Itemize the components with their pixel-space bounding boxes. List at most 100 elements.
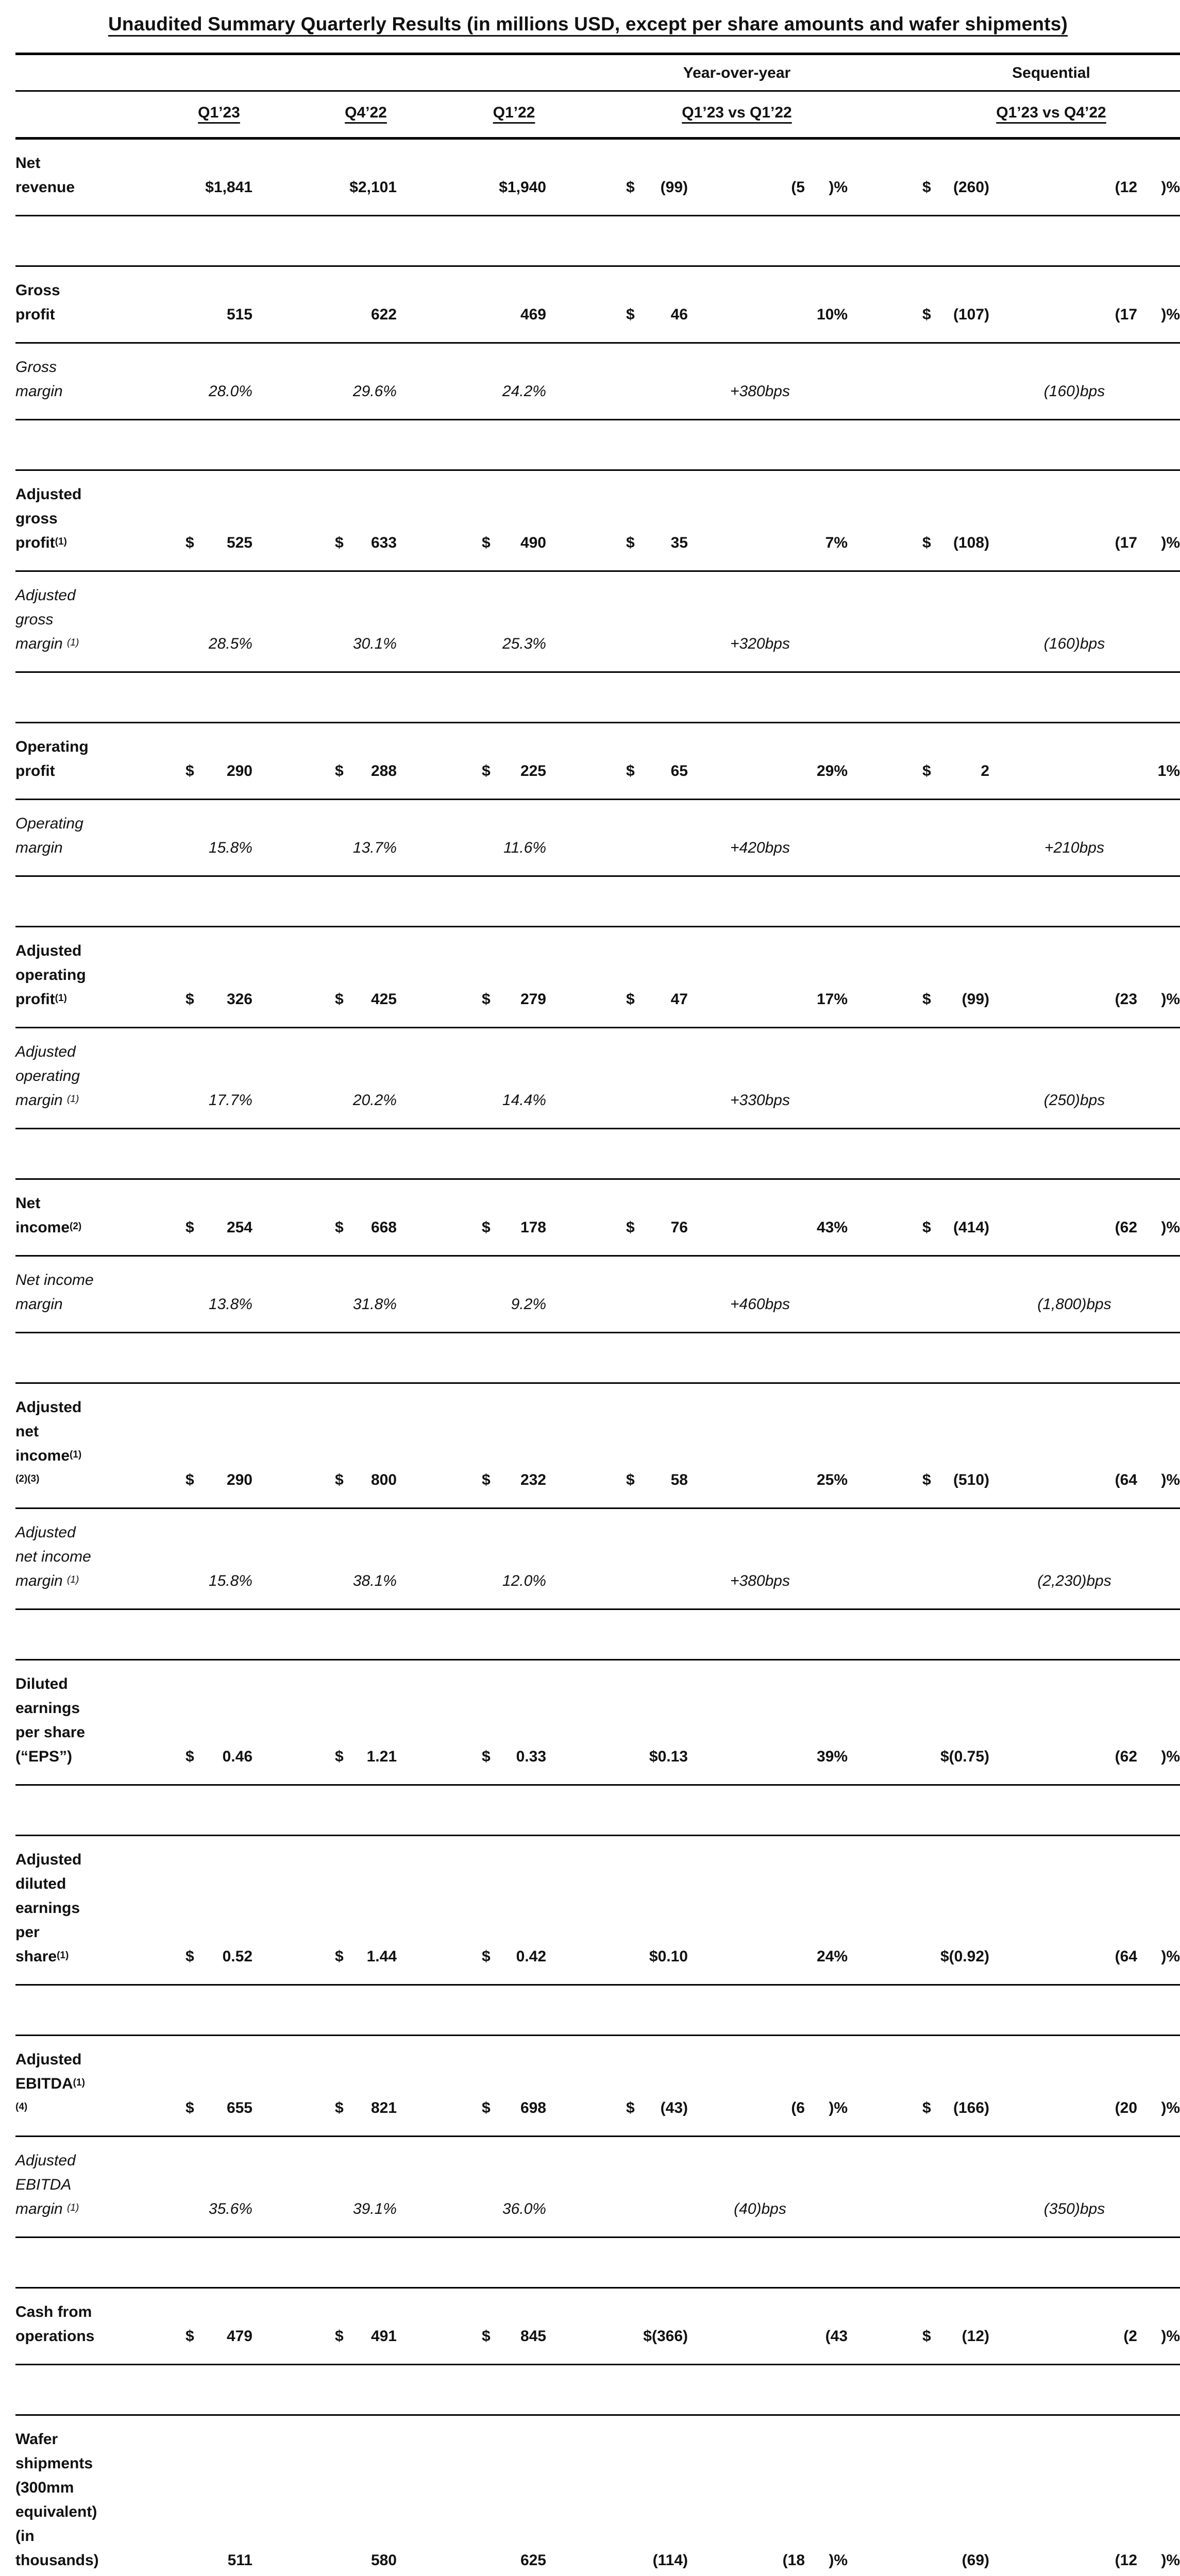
footnote-superscript: (1) [67, 637, 79, 648]
spacer-row [15, 420, 1180, 471]
cell-q4-22: $1.44 [335, 1944, 397, 1969]
cell-value: (12) [962, 2328, 989, 2345]
cell-q1-23: $326 [186, 987, 252, 1011]
cell-seq-usd: $(0.75) [922, 1744, 989, 1769]
table-row-operating-profit: Operating profit $290 $288 $225 $65 29% $2 1% [15, 723, 1180, 800]
cell-value: 9.2% [511, 1296, 546, 1313]
cell-value: 425 [370, 991, 397, 1008]
row-label-line: shipments [15, 2455, 93, 2472]
row-label-line: Adjusted [15, 942, 82, 959]
cell-value: $(0.75) [940, 1748, 989, 1765]
table-row-adjusted-gross-profit: Adjusted gross profit(1) $525 $633 $490 $35 7% $… [15, 471, 1180, 572]
cell-value: 668 [370, 1219, 397, 1236]
cell-value: 845 [520, 2328, 546, 2345]
row-label-line: thousands) [15, 2552, 99, 2569]
cell-yoy-usd: $0.13 [626, 1744, 688, 1769]
spacer-row [15, 1129, 1180, 1180]
cell-value: 25.3% [502, 635, 546, 652]
cell-q4-22: $800 [335, 1468, 397, 1492]
cell-value: 24.2% [502, 383, 546, 400]
cell-value: 655 [226, 2099, 252, 2116]
cell-q1-22: $845 [482, 2324, 546, 2348]
cell-yoy-bps: +460bps [730, 1296, 790, 1313]
row-label-line: income(2) [15, 1219, 82, 1236]
cell-value: 821 [370, 2099, 397, 2116]
cell-seq-usd: $ (166) [922, 2096, 989, 2120]
cell-q1-22: $0.33 [482, 1744, 546, 1769]
row-label-line: EBITDA(1) [15, 2075, 85, 2092]
row-label-line: Adjusted [15, 486, 82, 503]
row-label-line: profit(1) [15, 534, 67, 551]
cell-value: 515 [226, 306, 252, 323]
row-label-line: Adjusted [15, 1399, 82, 1416]
row-label-line: profit [15, 306, 55, 323]
row-label-line: diluted [15, 1875, 66, 1892]
cell-seq-pct: 1% [1157, 762, 1180, 779]
cell-value: $(0.92) [940, 1948, 989, 1965]
cell-yoy-pct: 7% [825, 534, 848, 551]
cell-value: 35.6% [208, 2200, 252, 2217]
row-label-line: Adjusted [15, 2152, 76, 2169]
table-row-adjusted-ebitda-margin: Adjusted EBITDA margin (1) 35.6% 39.1% 36.0% (… [15, 2137, 1180, 2238]
currency-symbol: $ [922, 306, 931, 323]
cell-value: 65 [670, 762, 688, 779]
row-label-line: profit(1) [15, 991, 67, 1008]
cell-value: 15.8% [208, 839, 252, 856]
cell-yoy-pct: 10% [816, 306, 848, 323]
cell-value: 2 [981, 762, 989, 779]
cell-yoy-pct: (18 )% [782, 2552, 848, 2569]
cell-seq-bps: (2,230)bps [1037, 1572, 1111, 1589]
cell-value: 290 [226, 762, 252, 779]
cell-value: 30.1% [352, 635, 397, 652]
spacer-row [15, 216, 1180, 267]
cell-seq-pct: (62 )% [1115, 1219, 1180, 1236]
cell-q1-23: $0.46 [186, 1744, 252, 1769]
cell-yoy-bps: +380bps [730, 383, 790, 400]
cell-value: 46 [670, 306, 688, 323]
row-label-line: Adjusted [15, 1043, 76, 1060]
row-label-line: gross [15, 611, 54, 628]
cell-seq-usd: $ (108) [922, 531, 989, 555]
cell-seq-bps: (250)bps [1043, 1092, 1105, 1109]
row-label-line: (2)(3) [15, 1468, 186, 1492]
row-label-line: Gross [15, 282, 60, 299]
cell-seq-usd: $(0.92) [922, 1944, 989, 1969]
cell-value: (43) [660, 2099, 688, 2116]
cell-seq-pct: (12 )% [1115, 2552, 1180, 2569]
row-label-line: (“EPS”) [15, 1748, 73, 1765]
currency-symbol: $ [482, 2328, 491, 2345]
currency-symbol: $ [186, 991, 194, 1008]
cell-value: 12.0% [502, 1572, 546, 1589]
cell-yoy-pct: 24% [816, 1948, 848, 1965]
footnote-superscript: (1) [67, 1094, 79, 1105]
currency-symbol: $ [186, 2099, 194, 2116]
cell-seq-usd: $2 [922, 759, 989, 783]
cell-seq-pct: (20 )% [1115, 2099, 1180, 2116]
row-label-line: Wafer [15, 2431, 58, 2448]
row-label-line: earnings [15, 1900, 80, 1917]
row-label: Diluted earnings per share (“EPS”) [15, 1672, 186, 1769]
currency-symbol: $ [482, 1748, 491, 1765]
row-label-line: Cash from [15, 2303, 92, 2320]
cell-yoy-usd: $46 [626, 302, 688, 327]
table-row-net-income: Net income(2) $254 $668 $178 $76 43% $ (414) (62 … [15, 1180, 1180, 1257]
cell-value: 0.33 [516, 1748, 546, 1765]
cell-value: 622 [370, 306, 397, 323]
footnote-superscript: (2) [70, 1221, 82, 1232]
currency-symbol: $ [922, 2328, 931, 2345]
row-label: Adjusted operating profit(1) [15, 939, 186, 1011]
row-label-line: margin (1) [15, 2200, 79, 2217]
cell-value: 525 [226, 534, 252, 551]
cell-yoy-bps: +380bps [730, 1572, 790, 1589]
cell-q4-22: 622 [335, 302, 397, 327]
cell-q4-22: $821 [335, 2096, 397, 2120]
cell-seq-usd: $ (260) [922, 175, 989, 199]
cell-yoy-pct: 17% [816, 991, 848, 1008]
cell-value: (414) [953, 1219, 989, 1236]
cell-value: 31.8% [352, 1296, 397, 1313]
cell-value: 491 [370, 2328, 397, 2345]
cell-value: 290 [226, 1471, 252, 1488]
currency-symbol: $ [186, 534, 194, 551]
cell-seq-pct: (23 )% [1115, 991, 1180, 1008]
row-label-line: operations [15, 2328, 95, 2345]
